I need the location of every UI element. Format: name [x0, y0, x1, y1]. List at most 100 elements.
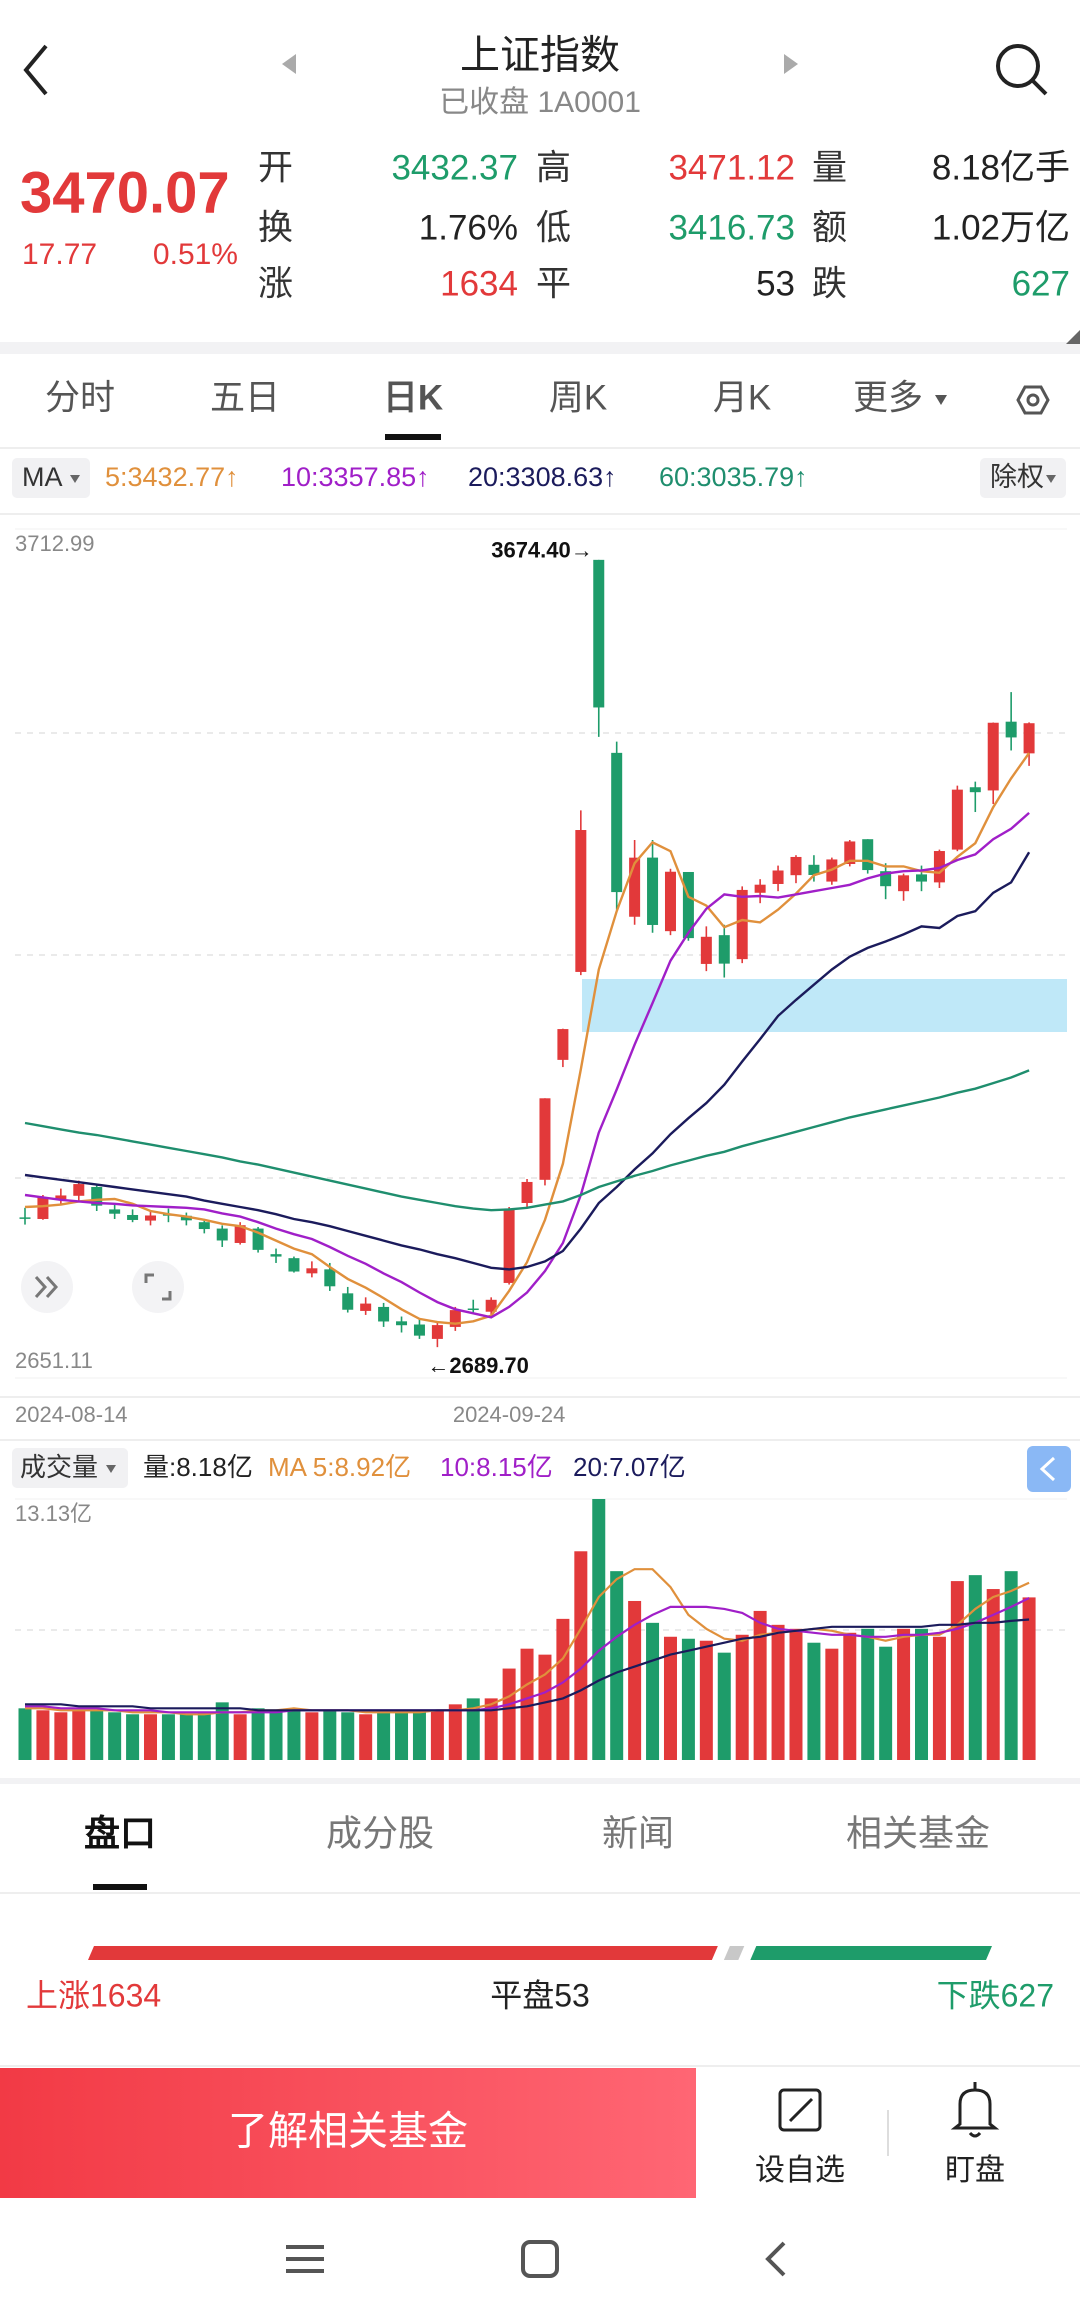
breadth-segment — [88, 1946, 718, 1960]
candle-body — [539, 1098, 551, 1180]
volume-bar — [215, 1702, 229, 1760]
volume-bar — [897, 1628, 911, 1760]
candle-body — [431, 1325, 443, 1339]
monitor-label[interactable]: 盯盘 — [945, 2154, 1005, 2187]
candle-body — [647, 857, 659, 925]
candle-body — [557, 1029, 569, 1060]
quote-label: 高 — [536, 148, 571, 187]
period-tab[interactable]: 更多 — [853, 378, 923, 417]
search-button[interactable] — [996, 44, 1048, 96]
candle-body — [1005, 721, 1017, 738]
candle-body — [736, 889, 748, 960]
period-tab[interactable]: 五日 — [210, 378, 280, 417]
fullscreen-button[interactable] — [132, 1261, 184, 1313]
candle-body — [288, 1258, 300, 1272]
volume-bar — [807, 1642, 821, 1760]
volume-bar — [663, 1636, 677, 1760]
volume-bar — [753, 1610, 767, 1760]
candle-body — [916, 874, 927, 882]
next-index[interactable] — [784, 54, 798, 74]
volume-ma-line — [25, 1597, 1030, 1714]
candle-body — [324, 1269, 336, 1287]
indicator-name[interactable]: MA — [22, 462, 63, 492]
candle-body — [37, 1197, 49, 1219]
breadth-segment — [750, 1946, 992, 1960]
period-tab[interactable]: 日K — [383, 378, 443, 417]
expand-button[interactable] — [21, 1261, 73, 1313]
candle-body — [270, 1254, 282, 1257]
subtitle: 已收盘 1A0001 — [439, 86, 641, 119]
x-tick-label: 2024-09-24 — [453, 1402, 566, 1427]
candle-body — [611, 752, 623, 893]
candle-body — [718, 935, 730, 964]
y-tick-label: 13.13亿 — [15, 1501, 92, 1526]
quote-label: 换 — [258, 208, 293, 247]
watchlist-label[interactable]: 设自选 — [755, 2154, 845, 2187]
period-tab[interactable]: 分时 — [45, 378, 115, 417]
detail-tab[interactable]: 盘口 — [84, 1813, 156, 1854]
period-tab[interactable]: 周K — [549, 378, 607, 417]
back-button[interactable] — [23, 44, 48, 96]
candle-body — [862, 839, 874, 871]
adjust-selector[interactable] — [980, 458, 1066, 498]
volume-bar — [879, 1646, 893, 1760]
volume-bar — [825, 1648, 839, 1760]
adjust-name[interactable]: 除权 — [990, 462, 1044, 492]
volume-bar — [108, 1712, 122, 1760]
volume-bar — [54, 1712, 68, 1760]
prev-index[interactable] — [282, 54, 296, 74]
legend-entry: 5:3432.77↑ — [105, 462, 239, 492]
volume-bar — [90, 1710, 104, 1760]
volume-bar — [269, 1710, 283, 1760]
menu-button[interactable] — [286, 2245, 324, 2273]
quote-label: 低 — [536, 208, 571, 247]
volume-bar — [968, 1575, 982, 1760]
candle-body — [485, 1299, 497, 1312]
detail-tab[interactable]: 新闻 — [602, 1813, 674, 1854]
side-toggle[interactable] — [1027, 1446, 1071, 1492]
monitor-button[interactable]: 盯盘 — [945, 2082, 1005, 2187]
volume-indicator-selector[interactable] — [12, 1448, 128, 1488]
volume-bar — [789, 1628, 803, 1760]
expand-corner[interactable] — [1066, 330, 1080, 344]
breadth-segment — [723, 1946, 745, 1960]
quote-panel: 3470.07 17.77 0.51% 开 3432.37 高 3471.12 量 8.1… — [20, 148, 1070, 303]
fund-button[interactable] — [0, 2068, 696, 2198]
candle-body — [216, 1228, 228, 1241]
title: 上证指数 — [460, 34, 620, 78]
market-breadth: 上涨1634 平盘53 下跌627 — [26, 1946, 1054, 2013]
volume-bar — [861, 1628, 875, 1760]
indicator-selector[interactable] — [12, 458, 90, 498]
volume-bar — [950, 1581, 964, 1760]
volume-bar — [628, 1600, 642, 1760]
volume-bar — [502, 1668, 516, 1760]
volume-bar — [1022, 1597, 1036, 1760]
quote-value: 3432.37 — [391, 148, 518, 187]
back-nav-button[interactable] — [765, 2241, 786, 2277]
volume-bar — [233, 1714, 247, 1760]
volume-bar — [341, 1712, 355, 1760]
candle-body — [969, 787, 981, 793]
high-annotation: 3674.40→ — [491, 538, 593, 563]
volume-bar — [197, 1712, 211, 1760]
rise-count: 上涨1634 — [26, 1977, 161, 2013]
candle-body — [898, 875, 910, 892]
volume-bar — [430, 1710, 444, 1760]
home-button[interactable] — [521, 2240, 559, 2278]
fund-button-label[interactable]: 了解相关基金 — [228, 2110, 468, 2154]
volume-bar — [161, 1714, 175, 1760]
divider — [0, 1778, 1080, 1784]
volume-indicator[interactable]: 成交量 — [20, 1452, 98, 1482]
volume-bar — [592, 1499, 606, 1760]
volume-bar — [144, 1714, 158, 1760]
detail-tab[interactable]: 相关基金 — [846, 1813, 990, 1854]
settings-button[interactable] — [1016, 385, 1050, 415]
price-change-pct: 0.51% — [153, 238, 238, 271]
flat-count: 平盘53 — [490, 1977, 590, 2013]
volume-bar — [915, 1628, 928, 1760]
period-tab[interactable]: 月K — [713, 378, 771, 417]
quote-value: 1634 — [440, 264, 518, 303]
watchlist-button[interactable]: 设自选 — [755, 2088, 845, 2187]
quote-label: 开 — [258, 148, 293, 187]
detail-tab[interactable]: 成分股 — [326, 1813, 434, 1854]
